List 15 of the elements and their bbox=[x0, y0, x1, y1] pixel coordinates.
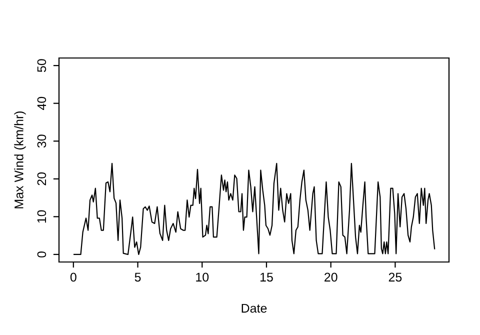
y-tick-label: 50 bbox=[37, 59, 46, 72]
line-series bbox=[74, 162, 436, 255]
y-axis-title: Max Wind (km/hr) bbox=[14, 111, 26, 208]
x-axis-title: Date bbox=[242, 304, 267, 313]
x-tick-label: 0 bbox=[70, 272, 76, 282]
y-tick-label: 30 bbox=[37, 134, 46, 148]
y-tick-label: 0 bbox=[37, 251, 46, 258]
x-tick-label: 10 bbox=[196, 272, 209, 282]
y-tick-label: 40 bbox=[37, 96, 46, 110]
x-tick-label: 15 bbox=[260, 272, 273, 282]
y-tick-label: 10 bbox=[37, 210, 46, 223]
x-tick-label: 5 bbox=[134, 272, 141, 282]
x-tick-label: 20 bbox=[324, 272, 338, 282]
y-tick-label: 20 bbox=[37, 172, 46, 186]
x-tick-label: 25 bbox=[388, 272, 402, 282]
